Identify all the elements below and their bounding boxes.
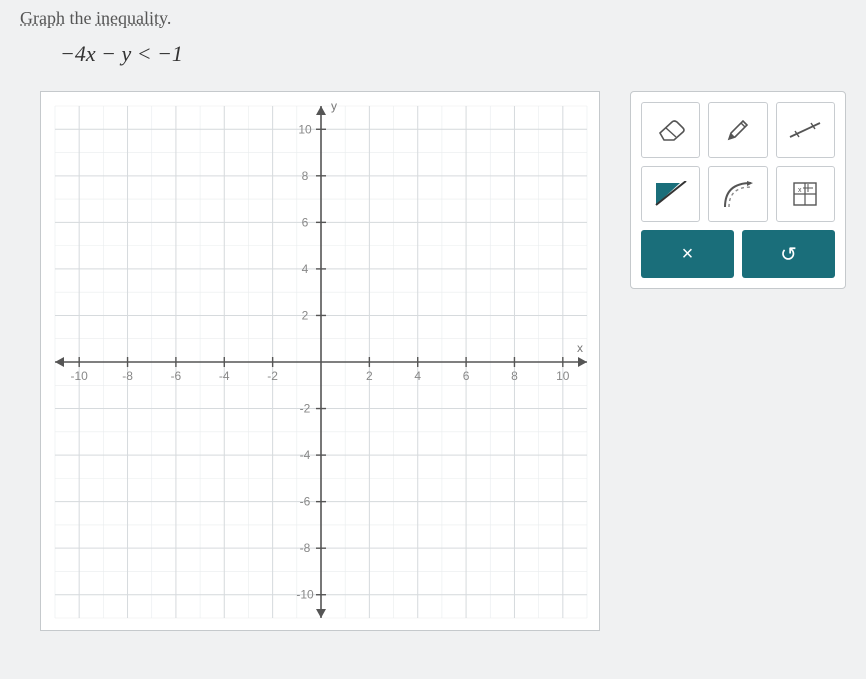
svg-text:-8: -8 (300, 541, 311, 555)
svg-text:10: 10 (298, 122, 312, 136)
pencil-icon (725, 117, 751, 143)
svg-text:-2: -2 (300, 402, 311, 416)
svg-text:x: x (577, 341, 583, 355)
svg-text:6: 6 (463, 369, 470, 383)
eraser-icon (656, 119, 686, 141)
svg-text:10: 10 (556, 369, 570, 383)
undo-button[interactable]: ↺ (742, 230, 835, 278)
svg-text:-10: -10 (296, 588, 314, 602)
svg-text:4: 4 (302, 262, 309, 276)
svg-text:y: y (331, 99, 337, 113)
region-tool[interactable] (641, 166, 700, 222)
svg-text:2: 2 (366, 369, 373, 383)
svg-text:6: 6 (302, 215, 309, 229)
toolbox: x × ↺ (630, 91, 846, 289)
curve-icon (721, 179, 755, 209)
coordinate-grid[interactable]: -10 -8 -6 -4 -2 2 4 6 8 10 10 8 6 4 2 -2 -4 -6 -8 -10 y x (41, 92, 601, 632)
svg-text:-10: -10 (71, 369, 89, 383)
svg-text:2: 2 (302, 308, 309, 322)
region-icon (654, 181, 688, 207)
svg-text:-6: -6 (300, 495, 311, 509)
svg-text:-8: -8 (122, 369, 133, 383)
svg-text:8: 8 (302, 169, 309, 183)
curve-tool[interactable] (708, 166, 767, 222)
svg-text:8: 8 (511, 369, 518, 383)
grid-icon: x (791, 180, 819, 208)
grid-snap-tool[interactable]: x (776, 166, 835, 222)
prompt-word-inequality: inequality (96, 8, 167, 28)
close-icon: × (682, 243, 694, 266)
graph-panel[interactable]: -10 -8 -6 -4 -2 2 4 6 8 10 10 8 6 4 2 -2 -4 -6 -8 -10 y x (40, 91, 600, 631)
svg-text:4: 4 (414, 369, 421, 383)
eraser-tool[interactable] (641, 102, 700, 158)
svg-text:-2: -2 (267, 369, 278, 383)
svg-text:-6: -6 (171, 369, 182, 383)
svg-text:-4: -4 (219, 369, 230, 383)
svg-text:x: x (798, 187, 802, 194)
line-icon (788, 120, 822, 140)
prompt-word-graph: Graph (20, 8, 65, 28)
inequality-expression: −4x − y < −1 (60, 41, 846, 67)
prompt-text: Graph the inequality. (20, 8, 846, 29)
clear-button[interactable]: × (641, 230, 734, 278)
undo-icon: ↺ (780, 242, 797, 267)
line-tool[interactable] (776, 102, 835, 158)
svg-text:-4: -4 (300, 448, 311, 462)
pencil-tool[interactable] (708, 102, 767, 158)
